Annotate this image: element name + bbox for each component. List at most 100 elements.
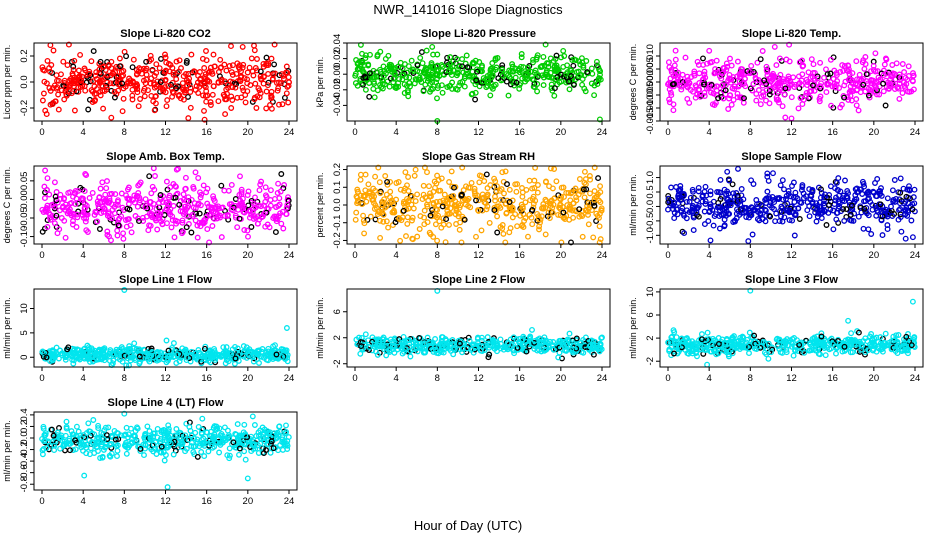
data-point (712, 211, 719, 218)
data-point (235, 202, 242, 209)
data-point (706, 209, 713, 215)
data-point (833, 72, 840, 78)
data-point (71, 76, 78, 83)
data-point (407, 353, 414, 360)
data-point (811, 335, 818, 342)
data-point (116, 215, 123, 222)
data-point (254, 56, 260, 62)
data-point (896, 95, 903, 102)
data-point (173, 191, 180, 198)
data-point (499, 72, 506, 79)
data-point (499, 169, 506, 176)
reference-point (111, 94, 118, 101)
data-point (902, 235, 909, 242)
reference-point (271, 61, 278, 68)
data-point (240, 343, 247, 350)
data-point (910, 72, 917, 79)
data-point (854, 86, 860, 93)
reference-point (699, 336, 705, 343)
data-point (518, 222, 525, 229)
data-point (512, 211, 519, 218)
reference-point (136, 218, 142, 225)
outlier-point (735, 165, 741, 172)
data-point (361, 342, 368, 348)
data-point (856, 338, 863, 345)
reference-point (418, 49, 425, 56)
data-point (736, 346, 743, 352)
reference-point (796, 341, 803, 348)
data-point (767, 74, 774, 81)
data-point (796, 59, 803, 66)
data-point (529, 221, 536, 228)
data-point (263, 105, 270, 112)
data-point (506, 186, 513, 193)
data-point (587, 190, 593, 197)
data-point (280, 72, 287, 79)
data-point (754, 216, 761, 223)
reference-point (700, 55, 706, 62)
data-point (666, 86, 673, 93)
y-tick-label: -0.010 (645, 95, 656, 122)
data-point (772, 218, 779, 225)
data-point (884, 226, 891, 233)
data-point (550, 346, 557, 353)
data-point (768, 349, 775, 356)
data-point (779, 177, 786, 184)
reference-point (359, 81, 366, 88)
data-point (377, 190, 384, 197)
data-point (510, 68, 517, 75)
data-point (235, 206, 242, 213)
data-point (447, 210, 454, 217)
data-point (534, 336, 541, 343)
y-tick-label: 5 (19, 330, 30, 335)
data-point (417, 54, 424, 61)
data-point (731, 193, 738, 200)
data-point (694, 58, 701, 65)
data-point (873, 84, 879, 91)
data-point (826, 340, 833, 347)
reference-point (185, 93, 191, 100)
data-point (162, 89, 169, 96)
data-point (372, 173, 379, 180)
data-point (895, 332, 902, 338)
data-point (203, 48, 209, 54)
data-point (360, 192, 367, 199)
x-tick-label: 0 (352, 250, 357, 261)
data-point (733, 215, 740, 222)
data-point (847, 87, 854, 94)
data-point (274, 216, 281, 222)
data-point (862, 54, 869, 60)
data-point (380, 218, 387, 225)
data-point (725, 202, 732, 209)
reference-point (103, 82, 109, 89)
data-point (362, 55, 369, 62)
data-point (380, 63, 387, 70)
data-point (543, 346, 550, 353)
data-point (904, 347, 911, 354)
data-point (818, 330, 825, 337)
data-point (284, 358, 291, 365)
data-point (395, 179, 402, 185)
data-point (123, 362, 130, 369)
data-point (707, 191, 714, 198)
reference-point (717, 196, 724, 202)
data-point (489, 60, 496, 67)
reference-point (523, 348, 530, 355)
data-point (817, 339, 823, 346)
data-point (246, 214, 253, 221)
data-point (240, 87, 247, 94)
reference-point (583, 186, 590, 193)
data-point (872, 50, 879, 57)
y-tick-label: -0.2 (19, 100, 30, 116)
data-point (710, 222, 717, 229)
data-point (850, 341, 857, 348)
data-point (814, 213, 821, 220)
data-point (905, 350, 911, 357)
data-point (746, 68, 753, 75)
data-point (839, 348, 846, 355)
data-point (568, 190, 574, 197)
data-point (775, 196, 782, 203)
data-point (665, 339, 672, 346)
data-point (740, 342, 747, 349)
